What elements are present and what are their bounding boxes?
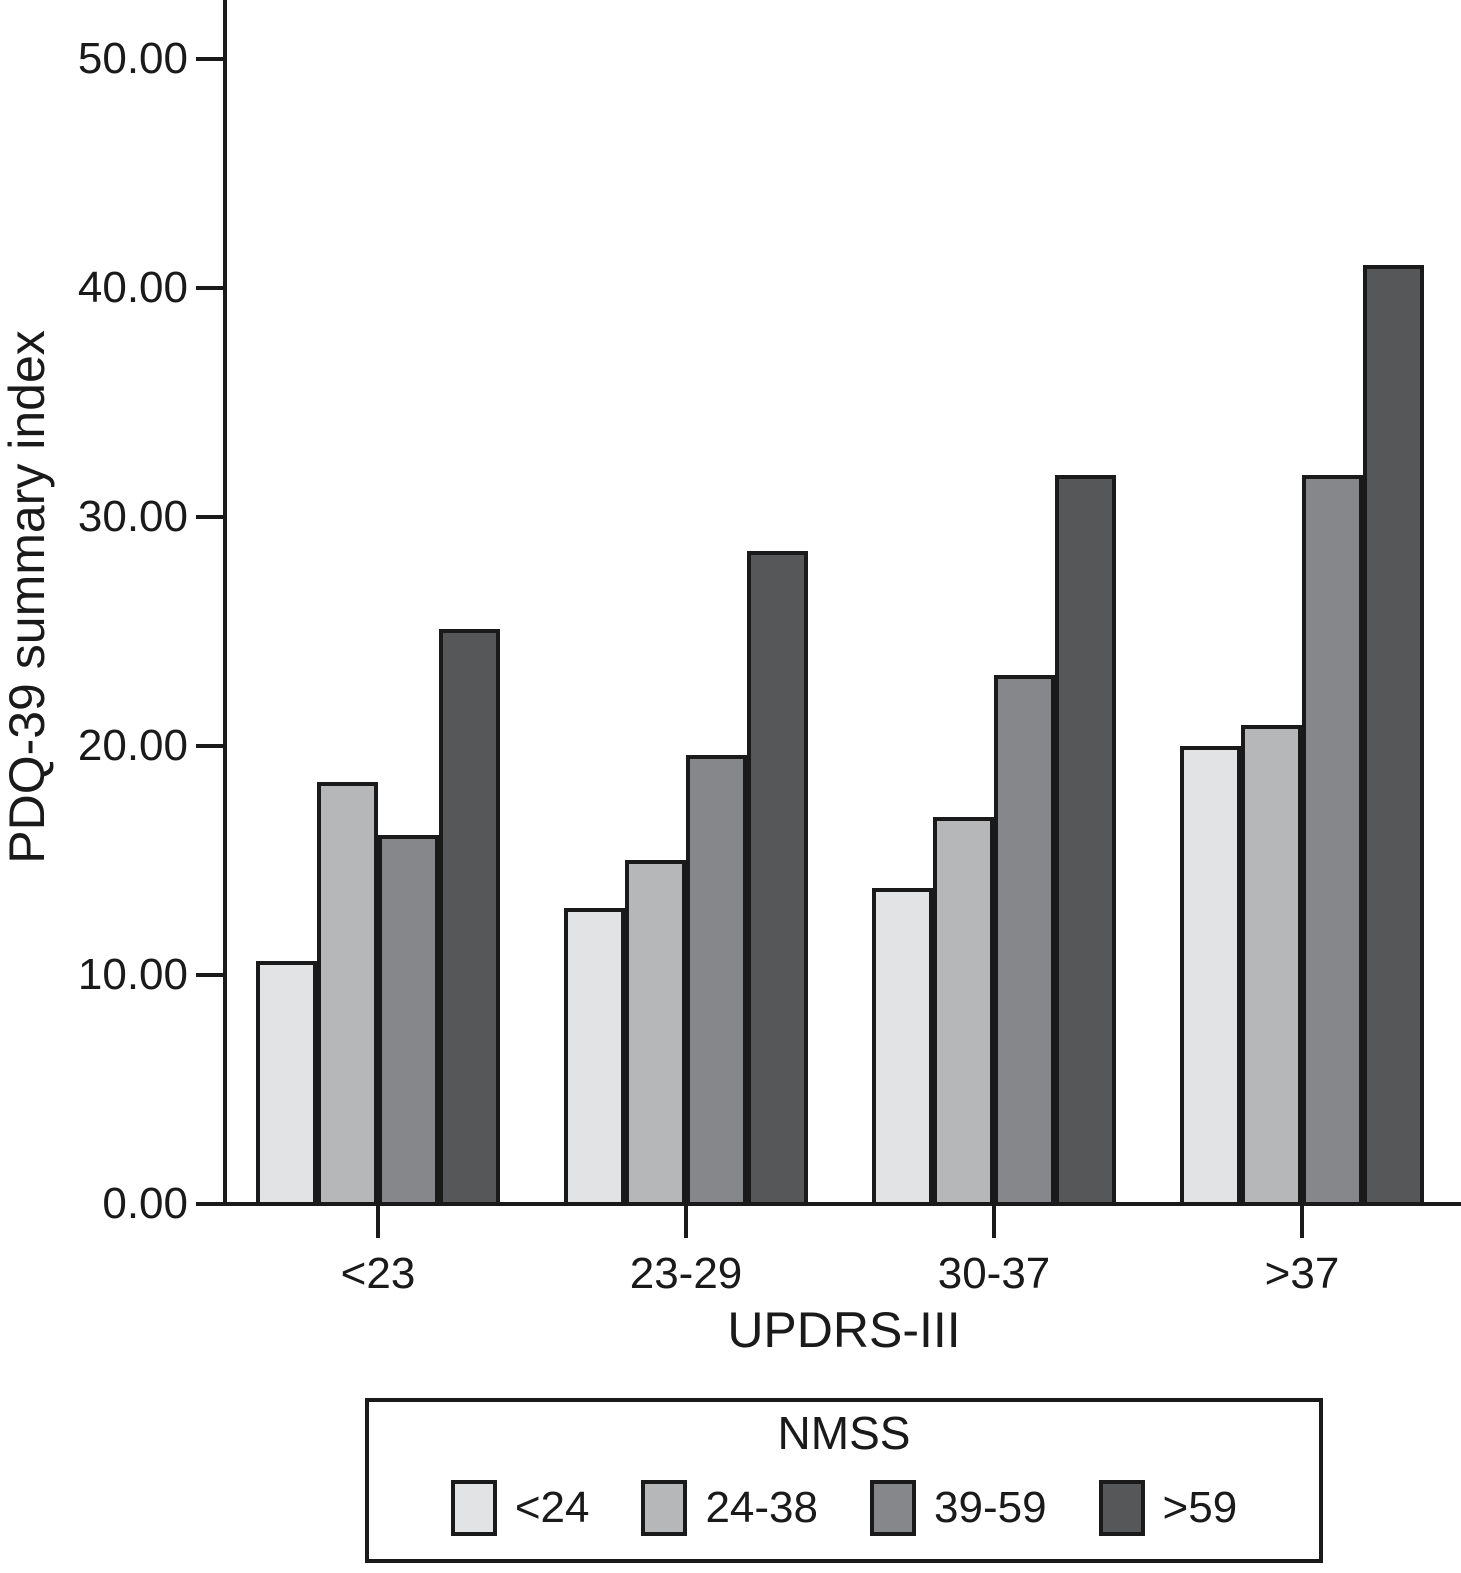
y-tick-label: 10.00 (77, 950, 188, 999)
legend-item: <24 (450, 1480, 590, 1536)
legend-swatch-<24 (450, 1480, 497, 1536)
y-tick-mark (196, 973, 225, 977)
y-tick-mark (196, 515, 225, 519)
legend-label: 24-38 (705, 1483, 818, 1532)
legend-box: NMSS <24 24-38 39-59 >59 (365, 1398, 1323, 1563)
legend-item: >59 (1098, 1480, 1238, 1536)
x-axis-line (223, 1202, 1461, 1206)
bar->37->59 (1363, 265, 1424, 1206)
y-tick-label: 0.00 (102, 1179, 188, 1228)
legend-swatch-24-38 (641, 1480, 688, 1536)
y-tick-label: 30.00 (77, 492, 188, 541)
bar-30-37-<24 (872, 888, 933, 1206)
legend-label: <24 (514, 1483, 590, 1532)
bar-23-29->59 (747, 551, 808, 1206)
x-tick-label: 23-29 (629, 1249, 743, 1298)
y-tick-label: 40.00 (77, 263, 188, 312)
y-axis-line (223, 0, 227, 1206)
legend-swatch->59 (1098, 1480, 1145, 1536)
bar-23-29-39-59 (686, 755, 747, 1206)
x-tick-label: 30-37 (937, 1249, 1051, 1298)
bar->37-24-38 (1241, 725, 1302, 1206)
bar-<23-24-38 (317, 782, 378, 1206)
legend-item: 39-59 (870, 1480, 1047, 1536)
legend-title: NMSS (777, 1407, 911, 1459)
bar-23-29-<24 (564, 908, 625, 1206)
legend-label: >59 (1162, 1483, 1238, 1532)
bar-<23->59 (439, 629, 500, 1206)
legend-label: 39-59 (934, 1483, 1047, 1532)
x-tick-mark (992, 1206, 996, 1238)
bar-<23-39-59 (378, 835, 439, 1206)
bar->37-<24 (1180, 746, 1241, 1206)
x-axis-title: UPDRS-III (727, 1302, 961, 1358)
x-tick-mark (684, 1206, 688, 1238)
x-tick-mark (1300, 1206, 1304, 1238)
y-tick-label: 20.00 (77, 721, 188, 770)
bar-30-37->59 (1055, 475, 1116, 1206)
y-tick-mark (196, 1202, 225, 1206)
y-tick-mark (196, 57, 225, 61)
legend-swatch-39-59 (870, 1480, 916, 1536)
bar-30-37-24-38 (933, 817, 994, 1206)
x-tick-label: <23 (340, 1249, 416, 1298)
legend-item: 24-38 (641, 1480, 818, 1536)
y-tick-label: 50.00 (77, 34, 188, 83)
x-tick-label: >37 (1264, 1249, 1340, 1298)
y-tick-mark (196, 286, 225, 290)
x-tick-mark (376, 1206, 380, 1238)
y-tick-mark (196, 744, 225, 748)
bar-23-29-24-38 (625, 860, 686, 1206)
bar-30-37-39-59 (994, 675, 1055, 1206)
bar-<23-<24 (256, 961, 317, 1206)
y-axis-title-text: PDQ-39 summary index (0, 330, 55, 864)
legend-items: <24 24-38 39-59 >59 (369, 1468, 1319, 1548)
bar->37-39-59 (1302, 475, 1363, 1206)
